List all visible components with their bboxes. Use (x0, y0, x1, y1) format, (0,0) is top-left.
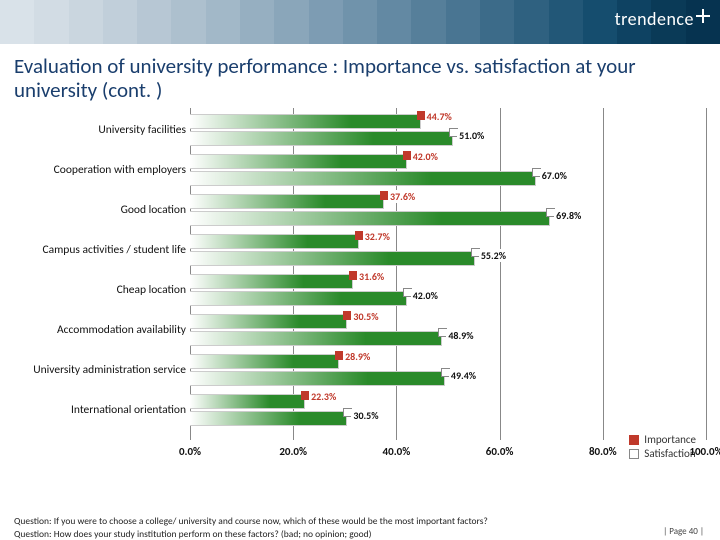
category-label: Campus activities / student life (14, 243, 186, 257)
x-tick-label: 60.0% (486, 445, 514, 458)
category-label: Accommodation availability (14, 323, 186, 337)
spark-icon (696, 9, 710, 23)
satisfaction-bar (190, 411, 347, 426)
satisfaction-bar (190, 211, 550, 226)
legend-satisfaction-label: Satisfaction (644, 447, 695, 460)
importance-value: 44.7% (425, 110, 454, 123)
importance-bar (190, 394, 305, 409)
chart-area: University facilitiesCooperation with em… (190, 108, 706, 466)
importance-bar (190, 234, 359, 249)
satisfaction-bar (190, 331, 442, 346)
x-tick-label: 20.0% (279, 445, 307, 458)
gridline (603, 108, 604, 440)
footer-question-1: Question: If you were to choose a colleg… (14, 515, 706, 527)
satisfaction-bar (190, 371, 445, 386)
importance-value: 32.7% (363, 230, 392, 243)
page-number: | Page 40 | (663, 526, 704, 538)
satisfaction-value: 49.4% (449, 369, 478, 382)
importance-bar (190, 274, 353, 289)
x-tick-label: 40.0% (383, 445, 411, 458)
satisfaction-value: 67.0% (540, 169, 569, 182)
satisfaction-bar (190, 251, 475, 266)
importance-bar (190, 314, 347, 329)
gridline (706, 108, 707, 440)
footer-question-2: Question: How does your study institutio… (14, 528, 706, 540)
importance-bar (190, 354, 339, 369)
satisfaction-bar (190, 291, 407, 306)
color-bands (0, 0, 720, 44)
importance-value: 22.3% (309, 390, 338, 403)
category-label: Good location (14, 203, 186, 217)
importance-value: 42.0% (411, 150, 440, 163)
category-label: International orientation (14, 403, 186, 417)
importance-value: 28.9% (343, 350, 372, 363)
legend-satisfaction-icon (629, 449, 639, 459)
brand-text: trendence (615, 8, 694, 30)
importance-value: 37.6% (388, 190, 417, 203)
satisfaction-value: 42.0% (411, 289, 440, 302)
satisfaction-bar (190, 171, 536, 186)
importance-value: 31.6% (357, 270, 386, 283)
top-bar: trendence (0, 0, 720, 44)
satisfaction-value: 51.0% (457, 129, 486, 142)
footer: Question: If you were to choose a colleg… (14, 515, 706, 540)
satisfaction-value: 55.2% (479, 249, 508, 262)
category-label: Cooperation with employers (14, 163, 186, 177)
x-tick-label: 0.0% (179, 445, 201, 458)
category-label: University administration service (14, 363, 186, 377)
gridline (500, 108, 501, 440)
satisfaction-value: 30.5% (351, 409, 380, 422)
page-title: Evaluation of university performance : I… (0, 44, 720, 106)
satisfaction-bar (190, 131, 453, 146)
importance-bar (190, 154, 407, 169)
satisfaction-value: 48.9% (446, 329, 475, 342)
legend-importance-label: Importance (644, 433, 696, 446)
category-label: Cheap location (14, 283, 186, 297)
importance-bar (190, 114, 421, 129)
importance-value: 30.5% (351, 310, 380, 323)
satisfaction-value: 69.8% (554, 209, 583, 222)
legend-importance-icon (629, 435, 639, 445)
category-label: University facilities (14, 123, 186, 137)
importance-bar (190, 194, 384, 209)
x-tick-label: 100.0% (689, 445, 720, 458)
brand-logo: trendence (615, 8, 710, 30)
x-tick-label: 80.0% (589, 445, 617, 458)
legend: Importance Satisfaction (629, 432, 696, 460)
